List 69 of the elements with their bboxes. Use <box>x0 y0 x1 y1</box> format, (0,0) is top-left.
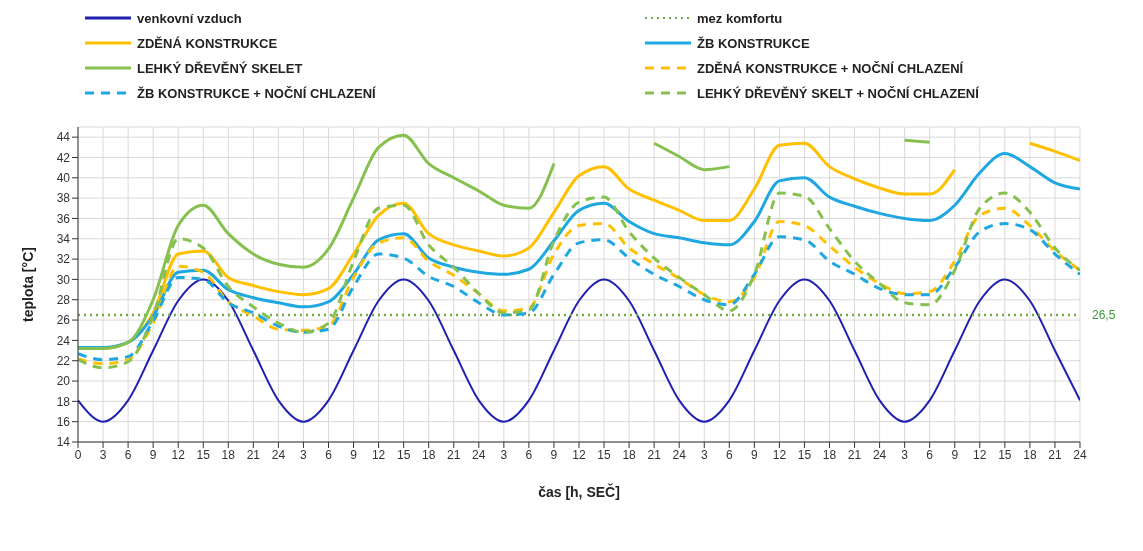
x-tick-label: 21 <box>447 447 461 462</box>
x-tick-label: 12 <box>973 447 987 462</box>
x-tick-label: 12 <box>371 447 386 462</box>
y-tick-label: 34 <box>56 232 71 247</box>
y-tick-label: 38 <box>56 191 71 206</box>
y-tick-label: 36 <box>56 211 71 226</box>
y-tick-label: 16 <box>56 414 71 429</box>
legend-label: ŽB KONSTRUKCE <box>697 35 810 51</box>
legend-label: ZDĚNÁ KONSTRUKCE <box>137 35 278 51</box>
x-tick-label: 9 <box>751 447 759 462</box>
x-tick-label: 18 <box>1023 447 1037 462</box>
x-tick-label: 12 <box>572 447 586 462</box>
x-tick-label: 9 <box>550 447 558 462</box>
x-tick-label: 18 <box>422 447 436 462</box>
x-tick-label: 9 <box>149 447 157 462</box>
x-tick-label: 21 <box>1048 447 1062 462</box>
y-tick-label: 44 <box>56 130 71 145</box>
x-tick-label: 18 <box>221 447 236 462</box>
y-axis-title: teplota [°C] <box>19 247 36 322</box>
x-tick-label: 3 <box>700 447 708 462</box>
x-tick-label: 24 <box>472 447 486 462</box>
y-tick-label: 40 <box>56 171 71 186</box>
text: 26,5 <box>1092 308 1116 323</box>
x-tick-label: 24 <box>672 447 687 462</box>
y-tick-label: 32 <box>56 252 71 267</box>
y-tick-label: 28 <box>56 293 71 307</box>
x-tick-label: 18 <box>622 447 637 462</box>
x-tick-label: 15 <box>797 447 812 462</box>
y-tick-label: 20 <box>56 374 71 389</box>
y-tick-label: 24 <box>56 333 71 348</box>
x-tick-label: 6 <box>725 447 733 462</box>
x-tick-label: 9 <box>951 447 959 462</box>
y-tick-label: 42 <box>56 150 71 165</box>
y-tick-label: 18 <box>56 394 71 409</box>
x-tick-label: 3 <box>300 447 308 462</box>
y-tick-label: 14 <box>56 435 71 450</box>
x-axis-title: čas [h, SEČ] <box>538 483 620 500</box>
x-tick-label: 0 <box>74 447 82 462</box>
x-tick-label: 12 <box>171 447 186 462</box>
x-tick-label: 21 <box>246 447 261 462</box>
legend-label: mez komfortu <box>697 10 783 26</box>
x-tick-label: 21 <box>647 447 662 462</box>
x-tick-label: 21 <box>847 447 862 462</box>
x-tick-label: 6 <box>124 447 132 462</box>
y-tick-label: 22 <box>56 353 71 368</box>
legend-label: LEHKÝ DŘEVĚNÝ SKELT + NOČNÍ CHLAZENÍ <box>697 85 979 101</box>
x-tick-label: 6 <box>525 447 533 462</box>
x-tick-label: 18 <box>822 447 837 462</box>
x-tick-label: 3 <box>500 447 508 462</box>
legend-label: ZDĚNÁ KONSTRUKCE + NOČNÍ CHLAZENÍ <box>697 60 964 76</box>
x-tick-label: 15 <box>196 447 211 462</box>
line-series <box>78 278 1080 423</box>
x-tick-label: 24 <box>872 447 887 462</box>
y-tick-label: 30 <box>56 272 71 287</box>
x-tick-label: 24 <box>1073 447 1087 462</box>
x-tick-label: 6 <box>325 447 333 462</box>
x-tick-label: 3 <box>99 447 107 462</box>
x-tick-label: 24 <box>271 447 286 462</box>
x-tick-label: 12 <box>772 447 787 462</box>
legend-label: ŽB KONSTRUKCE + NOČNÍ CHLAZENÍ <box>137 85 376 101</box>
y-tick-label: 26 <box>56 313 71 328</box>
x-tick-label: 3 <box>901 447 909 462</box>
legend-label: venkovní vzduch <box>137 10 242 26</box>
legend-label: LEHKÝ DŘEVĚNÝ SKELET <box>137 60 303 76</box>
x-tick-label: 15 <box>597 447 612 462</box>
x-tick-label: 15 <box>396 447 411 462</box>
x-tick-label: 6 <box>926 447 934 462</box>
x-tick-label: 9 <box>350 447 358 462</box>
x-tick-label: 15 <box>998 447 1012 462</box>
